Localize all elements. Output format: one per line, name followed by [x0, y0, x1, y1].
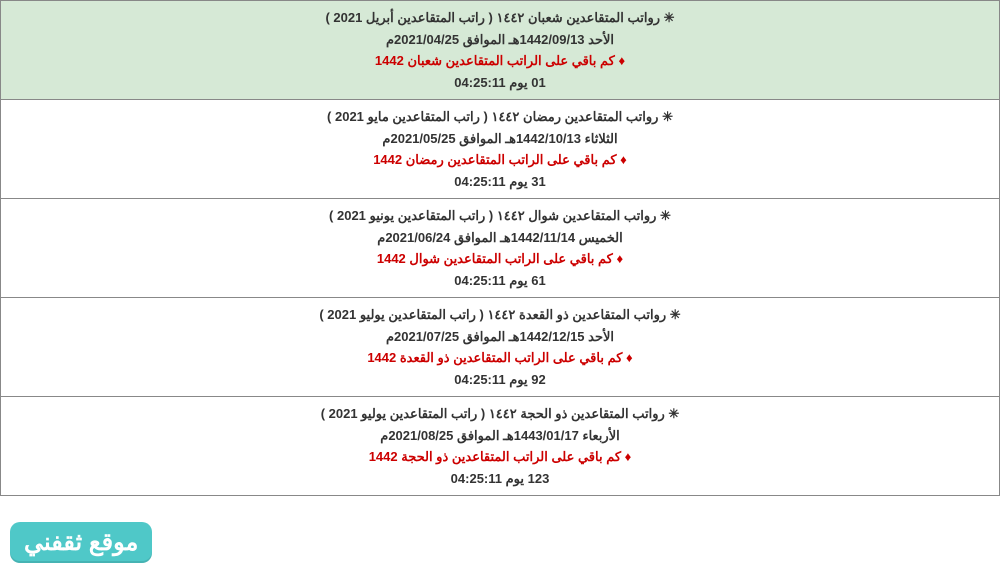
- row-date: الخميس 1442/11/14هـ الموافق 2021/06/24م: [11, 228, 989, 248]
- schedule-row: ✳ رواتب المتقاعدين ذو القعدة ١٤٤٢ ( راتب…: [1, 298, 1000, 397]
- row-date: الأربعاء 1443/01/17هـ الموافق 2021/08/25…: [11, 426, 989, 446]
- salary-schedule-table: ✳ رواتب المتقاعدين شعبان ١٤٤٢ ( راتب الم…: [0, 0, 1000, 496]
- row-title: ✳ رواتب المتقاعدين ذو القعدة ١٤٤٢ ( راتب…: [11, 305, 989, 325]
- row-remaining: ♦ كم باقي على الراتب المتقاعدين ذو الحجة…: [11, 447, 989, 467]
- row-countdown: 123 يوم 04:25:11: [11, 469, 989, 489]
- row-date: الأحد 1442/12/15هـ الموافق 2021/07/25م: [11, 327, 989, 347]
- row-countdown: 92 يوم 04:25:11: [11, 370, 989, 390]
- row-countdown: 31 يوم 04:25:11: [11, 172, 989, 192]
- row-title: ✳ رواتب المتقاعدين شعبان ١٤٤٢ ( راتب الم…: [11, 8, 989, 28]
- schedule-row: ✳ رواتب المتقاعدين ذو الحجة ١٤٤٢ ( راتب …: [1, 397, 1000, 496]
- schedule-row: ✳ رواتب المتقاعدين شعبان ١٤٤٢ ( راتب الم…: [1, 1, 1000, 100]
- schedule-row: ✳ رواتب المتقاعدين شوال ١٤٤٢ ( راتب المت…: [1, 199, 1000, 298]
- watermark-badge: موقع ثقفني: [10, 522, 152, 563]
- row-title: ✳ رواتب المتقاعدين شوال ١٤٤٢ ( راتب المت…: [11, 206, 989, 226]
- row-date: الثلاثاء 1442/10/13هـ الموافق 2021/05/25…: [11, 129, 989, 149]
- row-date: الأحد 1442/09/13هـ الموافق 2021/04/25م: [11, 30, 989, 50]
- row-countdown: 01 يوم 04:25:11: [11, 73, 989, 93]
- row-remaining: ♦ كم باقي على الراتب المتقاعدين ذو القعد…: [11, 348, 989, 368]
- row-remaining: ♦ كم باقي على الراتب المتقاعدين شوال 144…: [11, 249, 989, 269]
- schedule-body: ✳ رواتب المتقاعدين شعبان ١٤٤٢ ( راتب الم…: [1, 1, 1000, 496]
- row-remaining: ♦ كم باقي على الراتب المتقاعدين رمضان 14…: [11, 150, 989, 170]
- row-title: ✳ رواتب المتقاعدين ذو الحجة ١٤٤٢ ( راتب …: [11, 404, 989, 424]
- row-title: ✳ رواتب المتقاعدين رمضان ١٤٤٢ ( راتب الم…: [11, 107, 989, 127]
- schedule-row: ✳ رواتب المتقاعدين رمضان ١٤٤٢ ( راتب الم…: [1, 100, 1000, 199]
- row-countdown: 61 يوم 04:25:11: [11, 271, 989, 291]
- row-remaining: ♦ كم باقي على الراتب المتقاعدين شعبان 14…: [11, 51, 989, 71]
